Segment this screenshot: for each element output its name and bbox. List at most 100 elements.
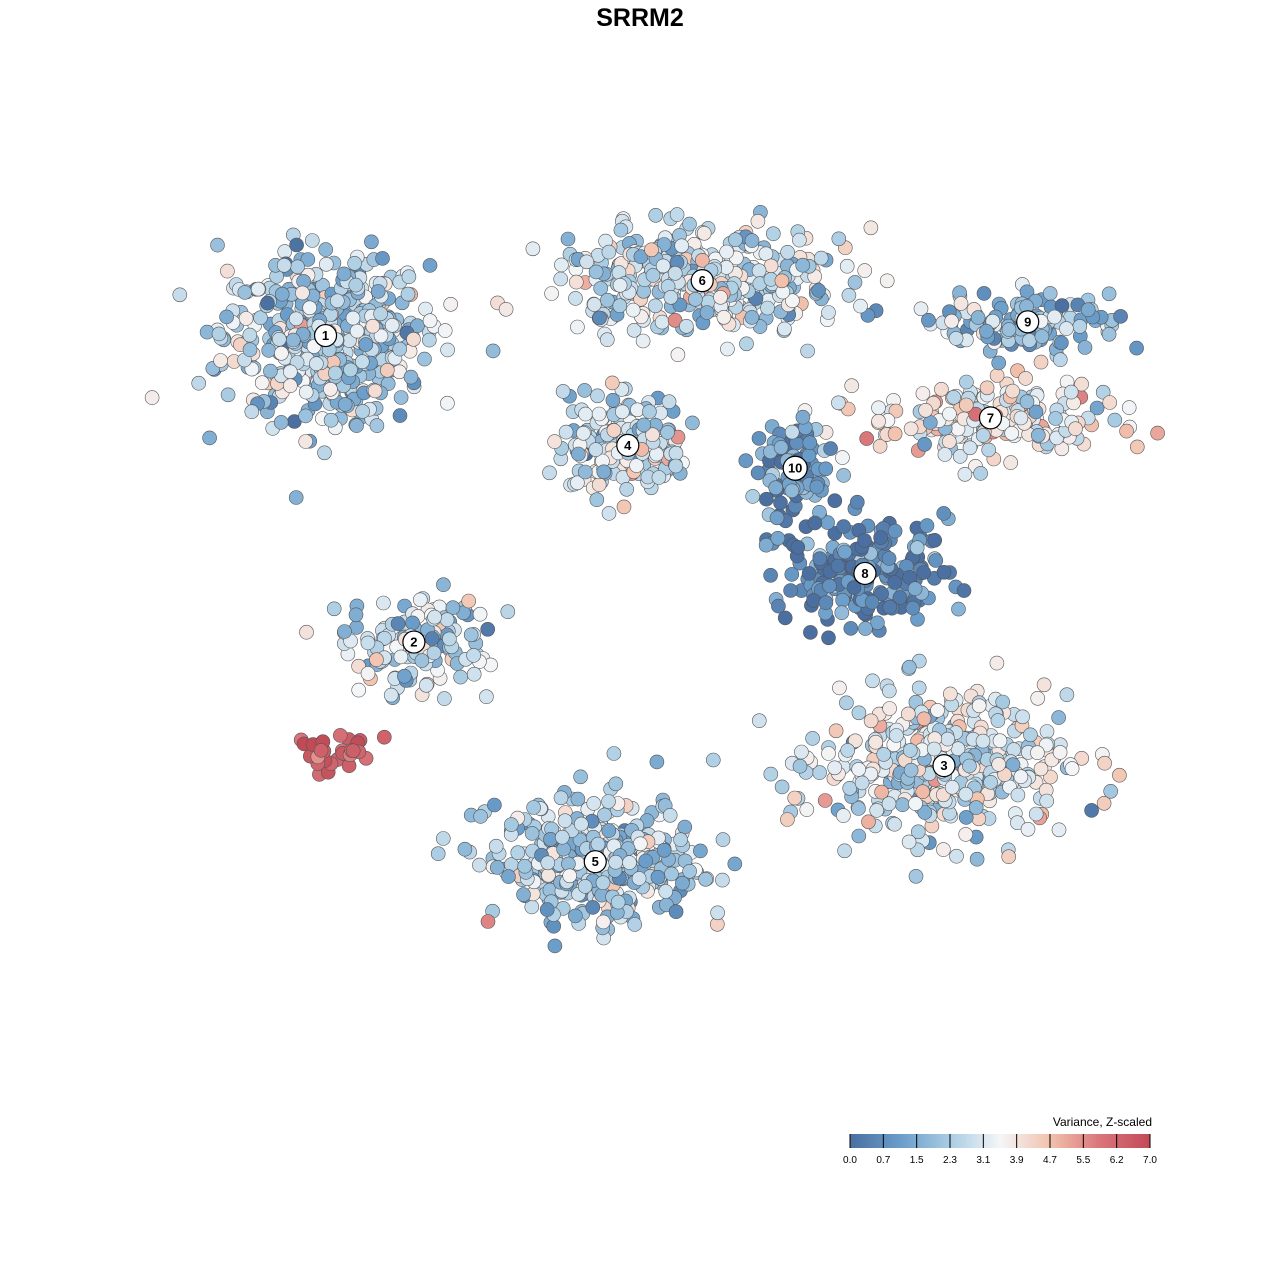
data-point (1101, 326, 1117, 342)
data-point (384, 317, 400, 333)
data-point (544, 286, 559, 301)
data-point (370, 284, 386, 299)
data-point (392, 408, 408, 423)
data-point (660, 425, 675, 440)
data-point (872, 438, 888, 454)
data-point (577, 879, 593, 894)
data-point (326, 601, 342, 617)
data-point (242, 327, 258, 343)
data-point (568, 908, 583, 924)
data-point (304, 233, 320, 248)
data-point (928, 553, 944, 568)
data-point (560, 231, 576, 247)
data-point (946, 389, 962, 405)
data-point (619, 481, 635, 497)
chart-title: SRRM2 (596, 4, 684, 32)
data-point (364, 234, 379, 250)
data-point (573, 816, 589, 832)
data-point (500, 604, 516, 620)
data-point (989, 655, 1005, 671)
data-point (1013, 769, 1029, 785)
data-point (805, 731, 820, 746)
data-point (719, 244, 734, 260)
data-point (288, 311, 304, 327)
data-point (472, 857, 487, 873)
data-point (649, 754, 665, 770)
data-point (630, 402, 645, 418)
data-point (577, 383, 592, 398)
data-point (784, 424, 800, 440)
data-point (1033, 354, 1049, 370)
cluster-label-text: 9 (1024, 314, 1031, 329)
data-point (801, 566, 817, 581)
data-point (958, 397, 974, 413)
data-point (516, 887, 531, 902)
data-point (777, 610, 793, 626)
data-point (809, 479, 825, 495)
data-point (540, 855, 556, 871)
data-point (358, 337, 374, 352)
data-point (299, 624, 314, 640)
data-point (510, 845, 526, 861)
data-point (887, 523, 903, 539)
cluster-label-text: 3 (940, 758, 947, 773)
data-point (1051, 822, 1067, 838)
data-point (1150, 425, 1165, 441)
data-point (276, 257, 292, 273)
data-point (604, 375, 620, 391)
data-point (849, 494, 865, 510)
data-point (568, 291, 583, 306)
data-point (958, 786, 974, 802)
data-point (601, 244, 617, 260)
data-point (421, 332, 437, 348)
data-point (487, 797, 502, 813)
data-point (837, 843, 852, 859)
data-point (337, 624, 352, 639)
data-point (792, 758, 808, 774)
data-point (936, 564, 952, 580)
data-point (401, 269, 417, 285)
data-point (818, 595, 834, 611)
data-point (975, 428, 991, 443)
data-point (244, 404, 260, 420)
data-point (302, 300, 318, 316)
legend-tick-label: 3.1 (976, 1155, 990, 1166)
data-point (763, 567, 778, 583)
data-point (541, 867, 556, 883)
cluster-label-9: 9 (1016, 310, 1040, 334)
data-point (606, 746, 622, 761)
data-point (1074, 750, 1089, 766)
legend-colorbar (850, 1134, 1150, 1148)
data-point (903, 762, 919, 778)
data-point (238, 311, 254, 326)
data-point (479, 689, 494, 705)
data-point (818, 461, 834, 477)
data-point (822, 578, 837, 594)
data-point (1028, 806, 1044, 822)
data-point (915, 784, 931, 800)
data-point (675, 875, 690, 891)
data-point (220, 387, 236, 403)
data-point (498, 301, 514, 317)
data-point (745, 489, 761, 504)
data-point (667, 312, 683, 328)
data-point (369, 418, 385, 433)
cluster-label-2: 2 (402, 630, 426, 654)
data-point (383, 687, 399, 703)
data-point (908, 868, 924, 884)
data-point (219, 309, 234, 325)
data-point (1101, 286, 1117, 302)
cluster-label-10: 10 (782, 455, 808, 481)
data-point (992, 733, 1008, 749)
data-point (832, 680, 847, 696)
data-point (1005, 383, 1020, 399)
data-point (282, 378, 298, 394)
data-point (418, 677, 434, 693)
data-point (876, 747, 892, 762)
data-point (669, 207, 685, 222)
data-point (1015, 709, 1030, 725)
data-point (466, 648, 481, 663)
data-point (673, 832, 688, 848)
data-point (813, 250, 829, 266)
data-point (336, 266, 352, 282)
